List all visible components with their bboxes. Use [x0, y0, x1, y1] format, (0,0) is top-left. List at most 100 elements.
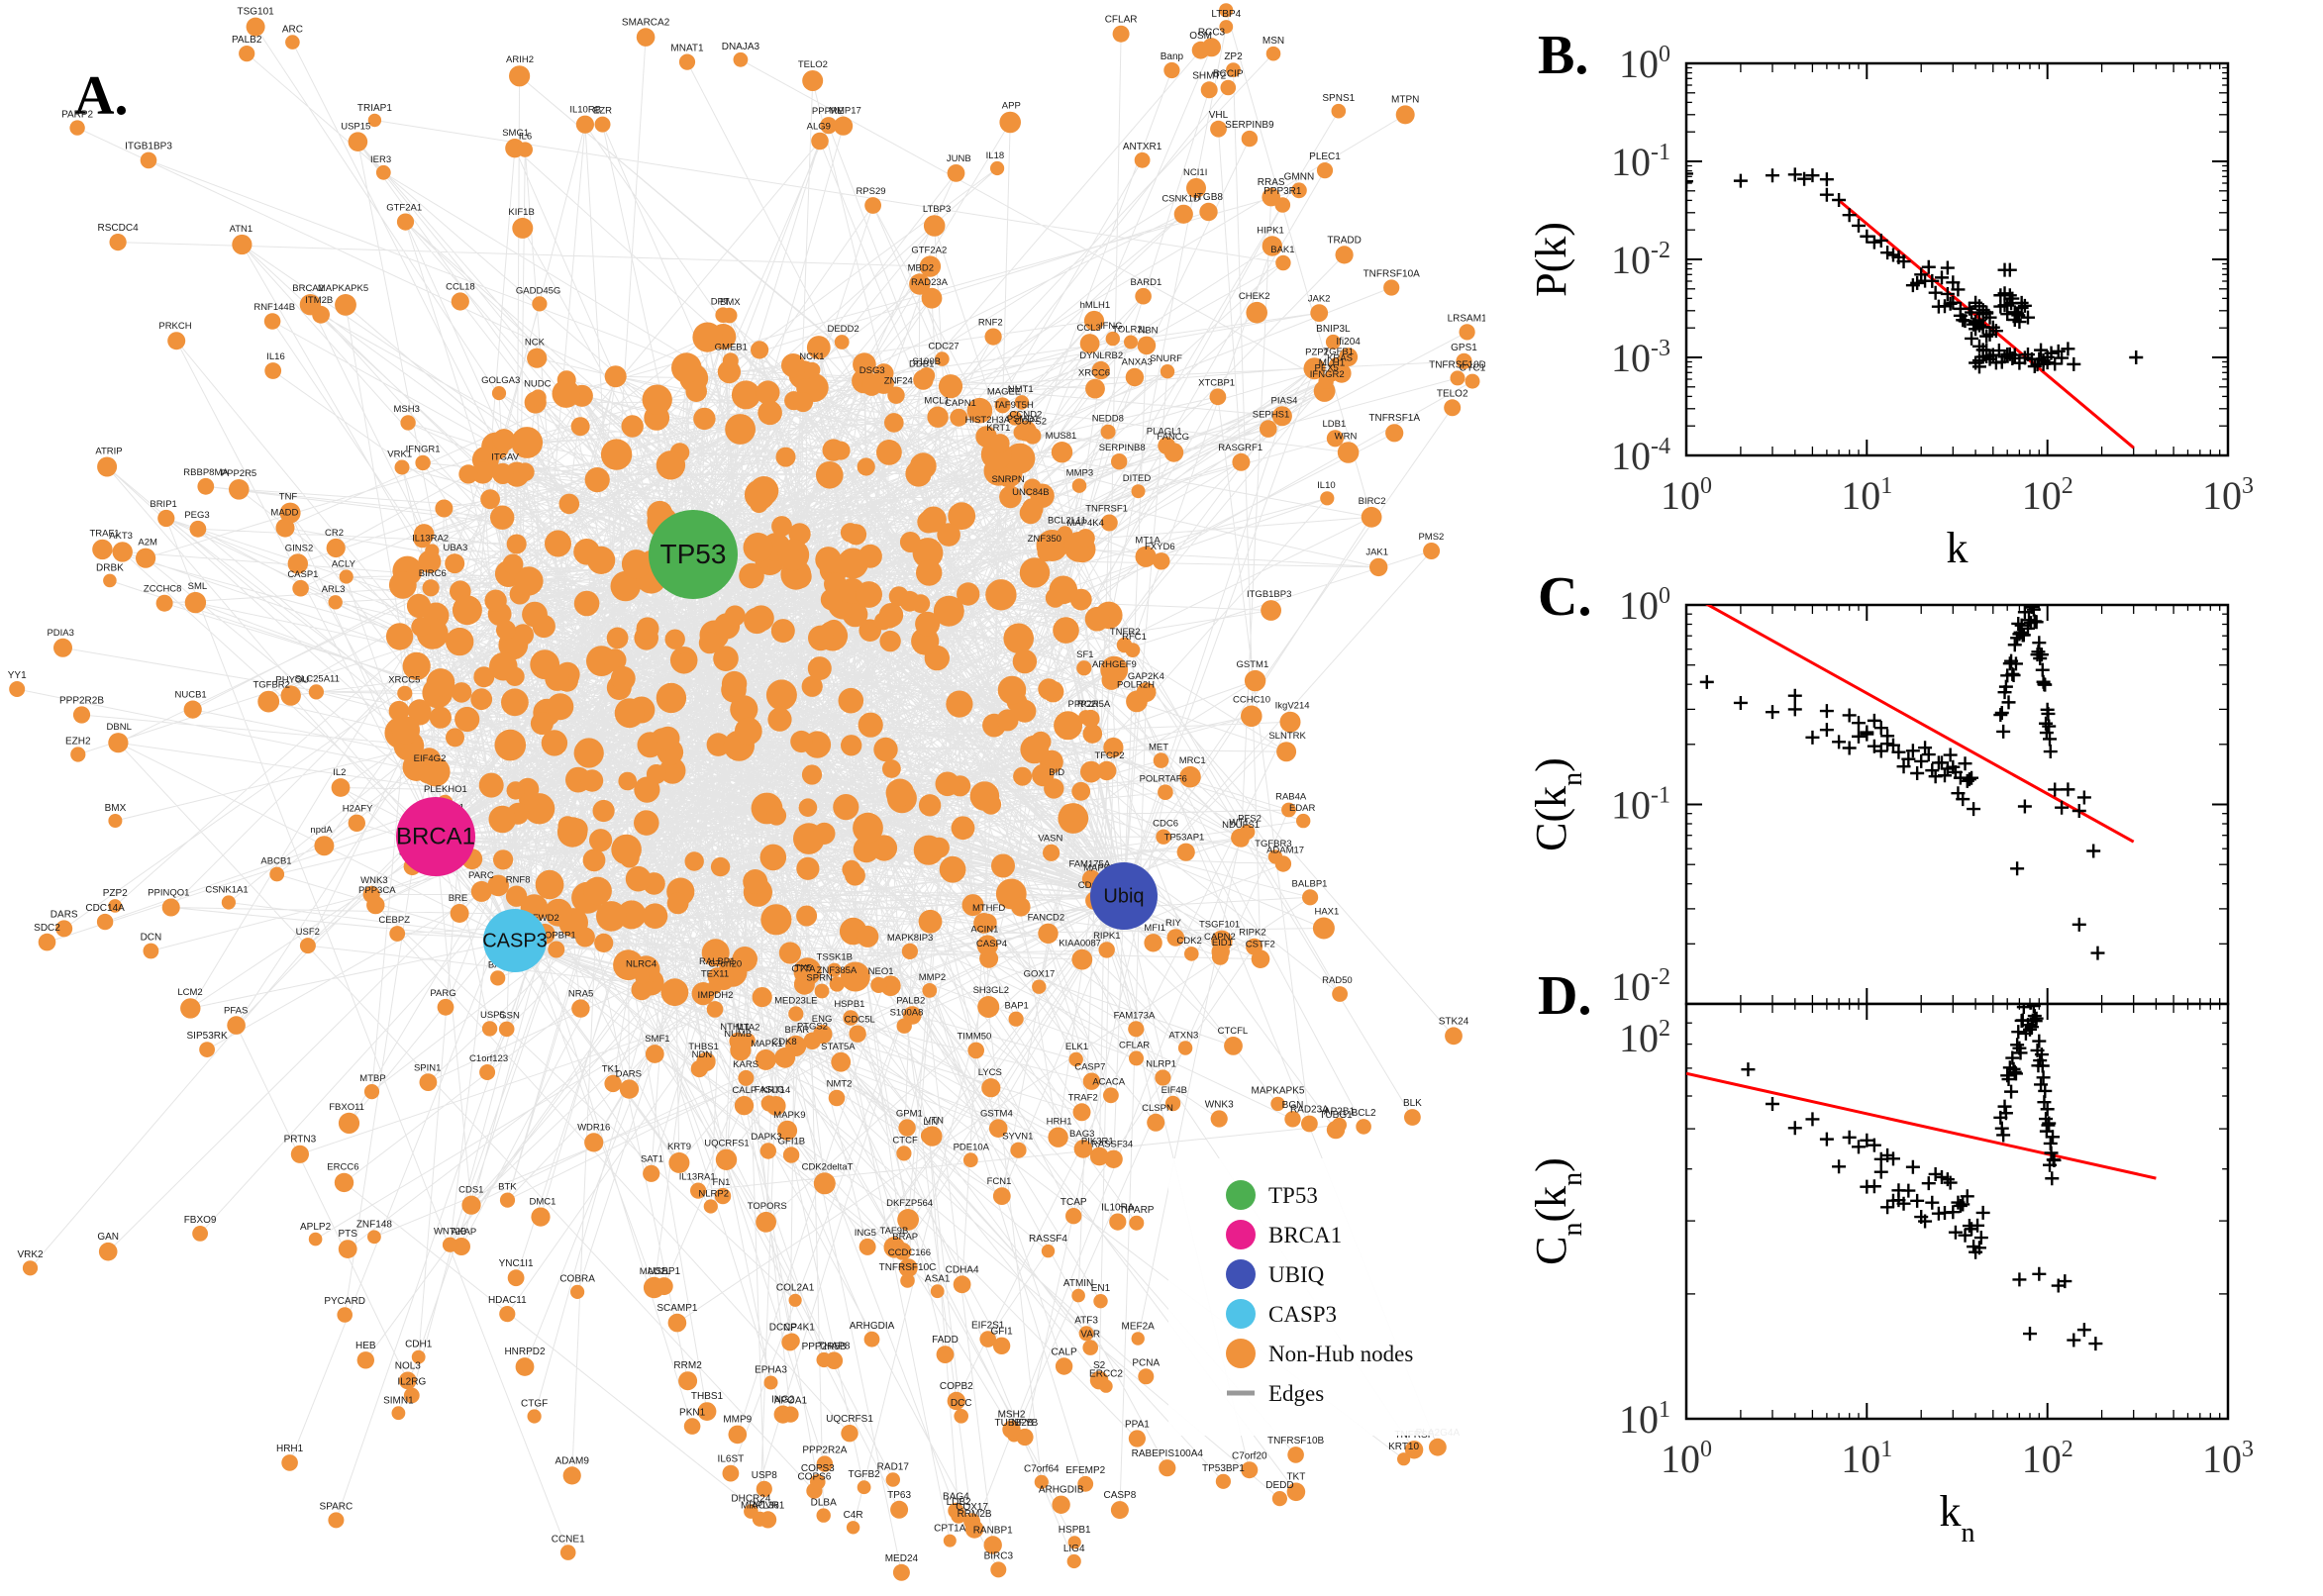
svg-text:NRA5: NRA5 — [568, 988, 593, 999]
svg-text:Ubiq: Ubiq — [1103, 885, 1144, 907]
svg-text:SIMN1: SIMN1 — [383, 1395, 414, 1406]
svg-text:PPP3CA: PPP3CA — [358, 885, 396, 896]
svg-text:D.: D. — [1538, 965, 1591, 1027]
svg-text:GTF2A1: GTF2A1 — [386, 202, 422, 213]
svg-text:TGFB2: TGFB2 — [848, 1469, 880, 1480]
svg-text:VASN: VASN — [1038, 834, 1062, 845]
svg-text:THAP8: THAP8 — [818, 1342, 851, 1352]
svg-text:RAB4A: RAB4A — [1275, 792, 1307, 803]
svg-text:BRE: BRE — [449, 893, 468, 904]
svg-text:PALB2: PALB2 — [232, 35, 262, 46]
svg-text:SEPHS1: SEPHS1 — [1253, 409, 1290, 420]
svg-text:THBS1: THBS1 — [691, 1391, 724, 1402]
svg-text:TP63: TP63 — [887, 1490, 911, 1501]
svg-text:PPP2R2B: PPP2R2B — [59, 695, 104, 706]
svg-text:PLEC1: PLEC1 — [1309, 151, 1341, 162]
svg-text:NDN: NDN — [692, 1049, 713, 1060]
svg-text:TP53BP1: TP53BP1 — [1202, 1463, 1245, 1474]
svg-text:DEDD2: DEDD2 — [827, 324, 858, 335]
svg-text:NUCB1: NUCB1 — [174, 690, 206, 701]
svg-text:TSG101: TSG101 — [237, 7, 274, 18]
svg-text:MAGEE: MAGEE — [987, 386, 1021, 397]
svg-text:SPRN: SPRN — [806, 973, 833, 984]
svg-text:TP53: TP53 — [660, 539, 727, 569]
svg-text:JAK2: JAK2 — [1308, 293, 1331, 304]
svg-text:TOPORS: TOPORS — [748, 1201, 787, 1212]
svg-text:BALBP1: BALBP1 — [1292, 878, 1328, 889]
svg-text:IL2: IL2 — [333, 767, 346, 778]
svg-text:PFS2: PFS2 — [1238, 814, 1262, 825]
svg-text:AKT3: AKT3 — [109, 531, 133, 542]
svg-text:MUS81: MUS81 — [1046, 431, 1077, 442]
svg-text:CALP: CALP — [1052, 1347, 1077, 1357]
svg-text:SYVN1: SYVN1 — [1002, 1132, 1033, 1143]
svg-text:VRK1: VRK1 — [387, 449, 412, 460]
svg-text:MMP3: MMP3 — [1066, 467, 1093, 478]
svg-text:MSH3: MSH3 — [393, 404, 419, 415]
svg-text:MMP9: MMP9 — [723, 1415, 752, 1426]
svg-text:PLAGL1: PLAGL1 — [1147, 426, 1182, 437]
svg-text:COL2A1: COL2A1 — [776, 1283, 815, 1294]
svg-text:MTPN: MTPN — [1391, 94, 1419, 105]
svg-text:P(k): P(k) — [1527, 222, 1575, 297]
svg-text:XTCBP1: XTCBP1 — [1198, 377, 1235, 388]
svg-text:ARHGDIA: ARHGDIA — [850, 1321, 895, 1332]
svg-text:TRAF2: TRAF2 — [1068, 1092, 1098, 1103]
svg-text:hMLH1: hMLH1 — [1080, 300, 1111, 311]
svg-text:NCK: NCK — [525, 338, 546, 349]
svg-text:TCAP: TCAP — [1060, 1197, 1087, 1208]
svg-text:SPARC: SPARC — [320, 1501, 354, 1512]
svg-text:COBRA: COBRA — [559, 1274, 595, 1285]
svg-text:APOA1: APOA1 — [774, 1395, 808, 1406]
svg-text:ZP2: ZP2 — [1224, 51, 1243, 62]
svg-text:IL16: IL16 — [266, 351, 285, 362]
svg-text:JAK1: JAK1 — [1365, 548, 1388, 558]
svg-text:NMT2: NMT2 — [827, 1079, 853, 1090]
svg-text:DCC: DCC — [951, 1398, 972, 1409]
svg-text:CDS1: CDS1 — [458, 1185, 483, 1196]
svg-text:UBA3: UBA3 — [443, 543, 467, 553]
svg-text:ATMIN: ATMIN — [1063, 1278, 1093, 1289]
svg-text:CR2: CR2 — [325, 528, 344, 539]
svg-text:USP15: USP15 — [341, 121, 370, 132]
svg-text:DLBA: DLBA — [811, 1497, 837, 1508]
svg-text:MAPKAPK5: MAPKAPK5 — [318, 283, 368, 294]
svg-text:EIF4G2: EIF4G2 — [414, 753, 447, 764]
svg-text:ANTXR1: ANTXR1 — [1123, 142, 1162, 152]
svg-text:PARP2: PARP2 — [61, 109, 93, 120]
svg-text:PDIA3: PDIA3 — [47, 628, 73, 639]
svg-text:MT1A: MT1A — [1135, 536, 1161, 547]
svg-text:WDR16: WDR16 — [577, 1122, 610, 1133]
svg-text:IL4: IL4 — [1219, 0, 1233, 3]
svg-text:PDE10A: PDE10A — [954, 1142, 990, 1152]
svg-text:USF2: USF2 — [296, 927, 320, 938]
svg-text:ZNF24: ZNF24 — [884, 376, 913, 387]
svg-text:IL2RG: IL2RG — [397, 1377, 426, 1388]
svg-text:KRT9: KRT9 — [667, 1142, 691, 1152]
svg-text:CDH1: CDH1 — [405, 1340, 433, 1350]
svg-text:ARIH2: ARIH2 — [506, 54, 534, 65]
svg-text:SAT1: SAT1 — [641, 1154, 663, 1165]
svg-text:RASSF4: RASSF4 — [1029, 1234, 1067, 1245]
svg-text:FCN1: FCN1 — [987, 1176, 1012, 1187]
svg-text:PPP2R5A: PPP2R5A — [1068, 699, 1111, 710]
svg-text:NCI1I: NCI1I — [1183, 167, 1207, 178]
svg-text:ASA1: ASA1 — [925, 1273, 951, 1284]
svg-text:RRAS: RRAS — [1258, 177, 1285, 188]
svg-text:TK1: TK1 — [602, 1064, 619, 1075]
svg-text:ING5: ING5 — [855, 1228, 876, 1239]
svg-text:EDAR: EDAR — [1289, 803, 1316, 814]
svg-text:A2M: A2M — [138, 538, 157, 549]
svg-text:NLRP1: NLRP1 — [1146, 1058, 1176, 1069]
svg-text:HEB: HEB — [355, 1341, 376, 1351]
svg-text:RNF144B: RNF144B — [253, 302, 295, 313]
svg-text:CYC1: CYC1 — [1460, 363, 1485, 374]
svg-text:RALBP1: RALBP1 — [699, 956, 735, 967]
svg-text:CASP7: CASP7 — [1074, 1062, 1105, 1073]
svg-text:CCNE1: CCNE1 — [552, 1534, 585, 1545]
svg-text:DARS: DARS — [616, 1068, 642, 1079]
svg-text:GOX17: GOX17 — [1024, 969, 1056, 980]
svg-text:DKFZP564: DKFZP564 — [886, 1198, 933, 1209]
svg-text:GTF2A2: GTF2A2 — [911, 245, 947, 255]
svg-text:FBXO11: FBXO11 — [329, 1102, 364, 1113]
